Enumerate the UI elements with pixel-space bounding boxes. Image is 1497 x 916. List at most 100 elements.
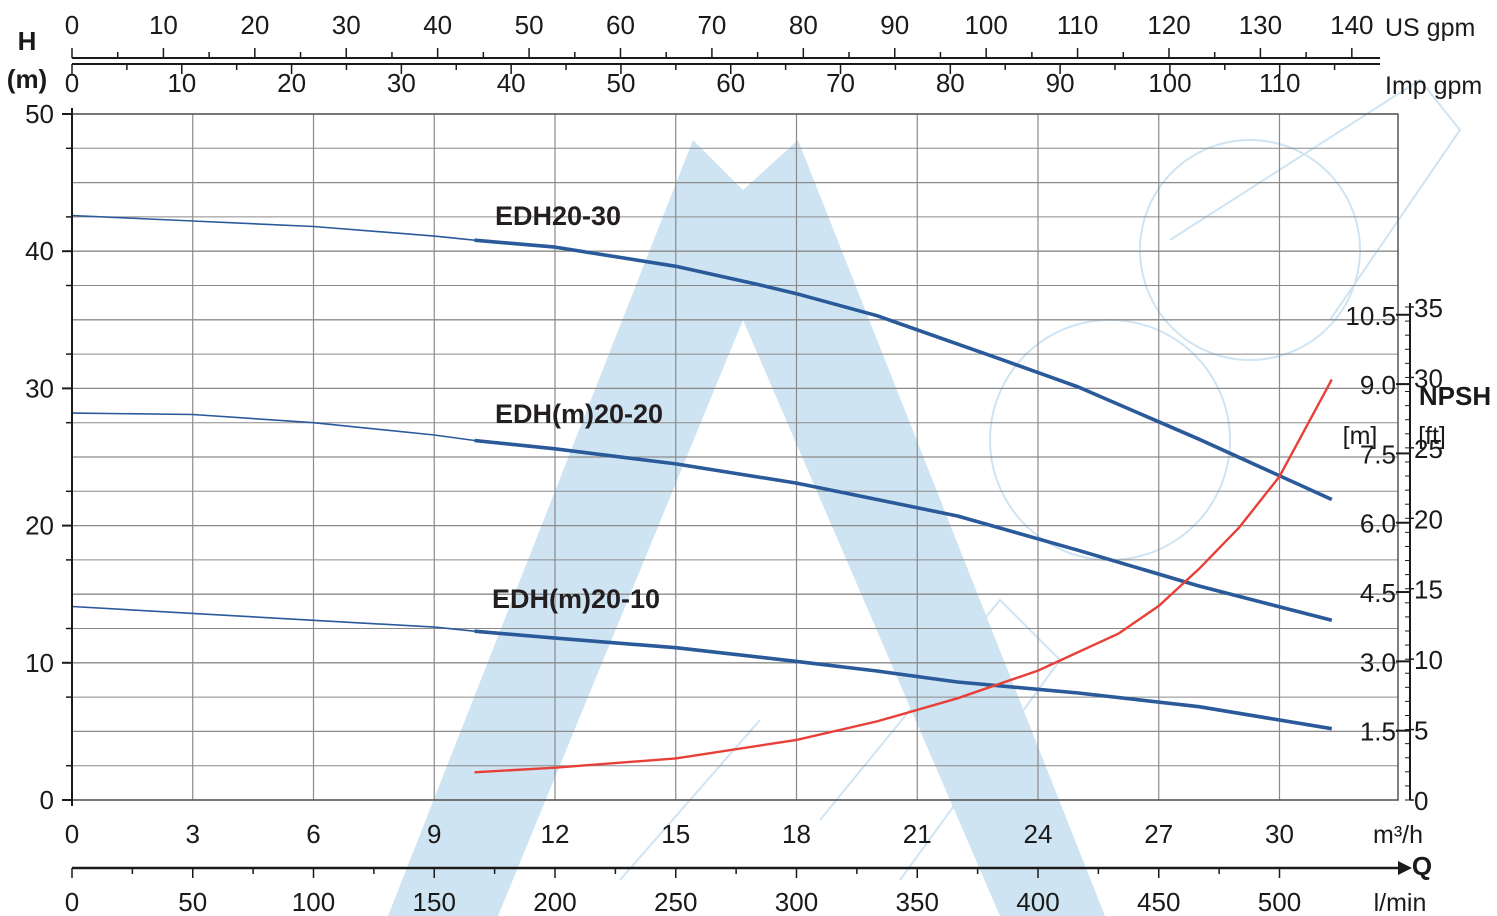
x-lmin-unit: l/min bbox=[1374, 889, 1427, 916]
x-usgpm-tick-label: 30 bbox=[332, 10, 361, 40]
curve-series-0 bbox=[474, 238, 1333, 502]
x-impgpm-tick-label: 50 bbox=[606, 68, 635, 98]
x-lmin-tick-label: 200 bbox=[533, 887, 576, 916]
x-usgpm-tick-label: 80 bbox=[789, 10, 818, 40]
npsh-ft-tick-label: 20 bbox=[1414, 504, 1443, 534]
y-right-unit-ft: [ft] bbox=[1418, 422, 1446, 450]
x-lmin-tick-label: 350 bbox=[896, 887, 939, 916]
x-impgpm-tick-label: 60 bbox=[716, 68, 745, 98]
x-usgpm-tick-label: 90 bbox=[880, 10, 909, 40]
x-lmin-tick-label: 450 bbox=[1137, 887, 1180, 916]
x-impgpm-tick-label: 0 bbox=[65, 68, 79, 98]
x-usgpm-tick-label: 10 bbox=[149, 10, 178, 40]
axis-labels: H (m) US gpm Imp gpm NPSH [m] [ft] m³/hQl/min bbox=[7, 14, 1491, 916]
x-impgpm-tick-label: 10 bbox=[167, 68, 196, 98]
y-tick-label: 10 bbox=[25, 648, 54, 678]
series-labels: EDH20-30 EDH(m)20-20 EDH(m)20-10 bbox=[492, 201, 663, 614]
npsh-ft-tick-label: 25 bbox=[1414, 434, 1443, 464]
npsh-ft-tick-label: 35 bbox=[1414, 293, 1443, 323]
npsh-ft-tick-label: 0 bbox=[1414, 786, 1428, 816]
x-axis-arrow bbox=[1398, 861, 1412, 875]
x-lmin-tick-label: 50 bbox=[178, 887, 207, 916]
curve-npsh bbox=[474, 378, 1333, 774]
curve-series-2 bbox=[474, 629, 1333, 731]
x-impgpm-tick-label: 70 bbox=[826, 68, 855, 98]
y-axis-title-unit: (m) bbox=[7, 64, 47, 94]
y-right-title-npsh: NPSH bbox=[1419, 381, 1491, 411]
series-label-1: EDH(m)20-20 bbox=[495, 399, 663, 429]
x-impgpm-unit: Imp gpm bbox=[1385, 72, 1482, 100]
x-impgpm-tick-label: 90 bbox=[1046, 68, 1075, 98]
y-tick-label: 30 bbox=[25, 373, 54, 403]
x-m3h-tick-label: 0 bbox=[65, 819, 79, 849]
curves bbox=[71, 214, 1333, 774]
y-tick-label: 20 bbox=[25, 511, 54, 541]
x-m3h-tick-label: 30 bbox=[1265, 819, 1294, 849]
x-lmin-tick-label: 400 bbox=[1016, 887, 1059, 916]
x-usgpm-tick-label: 70 bbox=[697, 10, 726, 40]
x-m3h-tick-label: 9 bbox=[427, 819, 441, 849]
x-m3h-tick-label: 3 bbox=[186, 819, 200, 849]
npsh-ft-tick-label: 10 bbox=[1414, 645, 1443, 675]
watermark-logo bbox=[388, 78, 1462, 916]
x-lmin-tick-label: 300 bbox=[775, 887, 818, 916]
plot-grid bbox=[71, 113, 1399, 801]
npsh-m-tick-label: 4.5 bbox=[1360, 578, 1396, 608]
watermark-chevron bbox=[388, 140, 1105, 916]
x-lmin-tick-label: 250 bbox=[654, 887, 697, 916]
npsh-m-tick-label: 7.5 bbox=[1360, 439, 1396, 469]
x-lmin-tick-label: 100 bbox=[292, 887, 335, 916]
x-usgpm-tick-label: 40 bbox=[423, 10, 452, 40]
x-usgpm-tick-label: 100 bbox=[964, 10, 1007, 40]
y-tick-label: 0 bbox=[40, 785, 54, 815]
x-m3h-tick-label: 18 bbox=[782, 819, 811, 849]
y-right-unit-m: [m] bbox=[1343, 422, 1378, 450]
npsh-ft-tick-label: 5 bbox=[1414, 716, 1428, 746]
curve-thin-series-1 bbox=[71, 412, 475, 442]
x-m3h-tick-label: 12 bbox=[541, 819, 570, 849]
npsh-m-tick-label: 10.5 bbox=[1345, 301, 1396, 331]
curve-thin-series-2 bbox=[71, 605, 475, 632]
watermark-stroke-2 bbox=[819, 598, 1062, 881]
y-axis-title-h: H bbox=[18, 26, 37, 56]
x-m3h-tick-label: 27 bbox=[1144, 819, 1173, 849]
x-impgpm-tick-label: 30 bbox=[387, 68, 416, 98]
npsh-m-tick-label: 3.0 bbox=[1360, 647, 1396, 677]
npsh-m-tick-label: 9.0 bbox=[1360, 370, 1396, 400]
x-usgpm-tick-label: 130 bbox=[1239, 10, 1282, 40]
x-m3h-tick-label: 24 bbox=[1024, 819, 1053, 849]
x-usgpm-tick-label: 20 bbox=[240, 10, 269, 40]
x-impgpm-tick-label: 80 bbox=[936, 68, 965, 98]
x-m3h-unit: m³/h bbox=[1373, 821, 1423, 849]
npsh-ft-tick-label: 15 bbox=[1414, 575, 1443, 605]
series-label-0: EDH20-30 bbox=[495, 201, 621, 231]
x-lmin-tick-label: 500 bbox=[1258, 887, 1301, 916]
watermark-ring-2 bbox=[1139, 139, 1361, 361]
x-lmin-tick-label: 150 bbox=[413, 887, 456, 916]
x-usgpm-tick-label: 50 bbox=[515, 10, 544, 40]
x-usgpm-tick-label: 0 bbox=[65, 10, 79, 40]
x-impgpm-tick-label: 40 bbox=[497, 68, 526, 98]
npsh-m-tick-label: 6.0 bbox=[1360, 509, 1396, 539]
npsh-m-tick-label: 1.5 bbox=[1360, 717, 1396, 747]
x-m3h-tick-label: 21 bbox=[903, 819, 932, 849]
x-usgpm-tick-label: 110 bbox=[1057, 10, 1098, 40]
series-label-2: EDH(m)20-10 bbox=[492, 584, 660, 614]
curve-series-1 bbox=[474, 438, 1333, 623]
curve-thin-series-0 bbox=[71, 214, 475, 241]
x-m3h-tick-label: 6 bbox=[306, 819, 320, 849]
watermark-stroke-1 bbox=[1169, 78, 1462, 321]
x-impgpm-tick-label: 20 bbox=[277, 68, 306, 98]
watermark-outline-letters bbox=[619, 78, 1462, 881]
y-tick-label: 40 bbox=[25, 236, 54, 266]
x-usgpm-unit: US gpm bbox=[1385, 14, 1475, 42]
x-impgpm-tick-label: 100 bbox=[1148, 68, 1191, 98]
x-lmin-tick-label: 0 bbox=[65, 887, 79, 916]
x-usgpm-tick-label: 140 bbox=[1330, 10, 1373, 40]
x-m3h-tick-label: 15 bbox=[661, 819, 690, 849]
x-impgpm-tick-label: 110 bbox=[1259, 68, 1300, 98]
x-axis-title-q: Q bbox=[1412, 851, 1432, 881]
npsh-ft-tick-label: 30 bbox=[1414, 363, 1443, 393]
